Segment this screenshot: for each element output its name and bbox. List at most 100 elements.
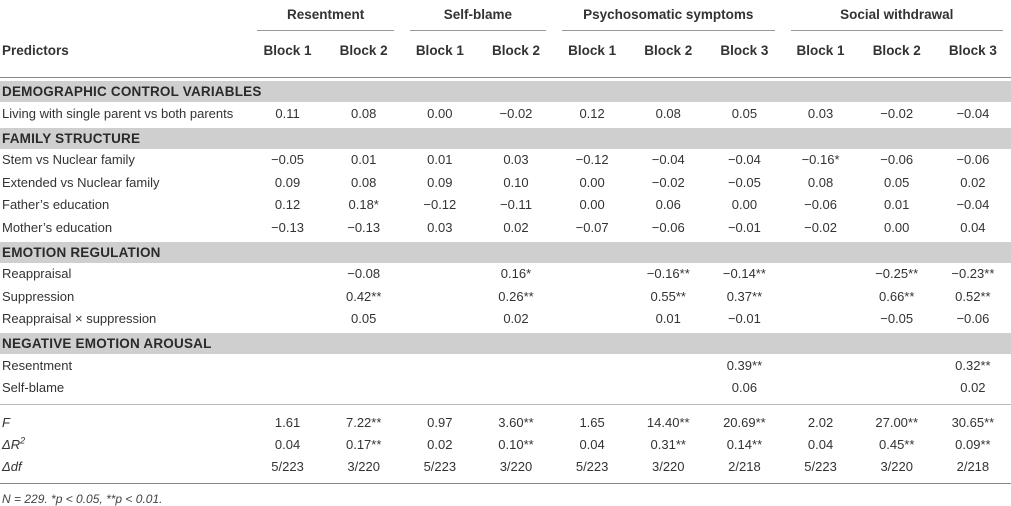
block-header: Block 1 (402, 33, 478, 71)
table-cell: 0.05 (326, 308, 402, 331)
table-cell: −0.11 (478, 194, 554, 217)
table-cell (630, 354, 706, 377)
section-title: FAMILY STRUCTURE (0, 128, 1011, 149)
table-cell: −0.06 (630, 216, 706, 239)
table-cell: 0.04 (554, 433, 630, 455)
table-cell: 0.03 (783, 102, 859, 125)
table-cell: 0.02 (478, 216, 554, 239)
table-cell (478, 354, 554, 377)
section-title: DEMOGRAPHIC CONTROL VARIABLES (0, 81, 1011, 102)
table-cell: 0.45** (859, 433, 935, 455)
table-cell: 0.00 (859, 216, 935, 239)
table-cell: 0.32** (935, 354, 1011, 377)
table-cell: 3/220 (859, 455, 935, 477)
table-cell: 5/223 (402, 455, 478, 477)
block-header: Block 1 (554, 33, 630, 71)
table-cell: 0.04 (249, 433, 325, 455)
table-cell (554, 377, 630, 400)
table-cell (783, 263, 859, 286)
table-cell: −0.23** (935, 263, 1011, 286)
table-cell: −0.06 (859, 149, 935, 172)
table-cell: 0.01 (402, 149, 478, 172)
table-cell: −0.05 (249, 149, 325, 172)
table-cell: 0.66** (859, 285, 935, 308)
group-header-row: Resentment Self-blame Psychosomatic symp… (0, 0, 1011, 33)
predictor-label: Stem vs Nuclear family (0, 149, 249, 172)
table-cell: 3/220 (478, 455, 554, 477)
table-cell: −0.04 (706, 149, 782, 172)
table-footnote: N = 229. *p < 0.05, **p < 0.01. (0, 484, 1011, 506)
block-header: Block 3 (706, 33, 782, 71)
section-header-row: NEGATIVE EMOTION AROUSAL (0, 333, 1011, 354)
table-cell: −0.16* (783, 149, 859, 172)
table-cell: 0.12 (249, 194, 325, 217)
table-cell: 0.02 (935, 171, 1011, 194)
table-cell: −0.14** (706, 263, 782, 286)
table-cell: 0.01 (859, 194, 935, 217)
table-cell: −0.07 (554, 216, 630, 239)
table-cell: 0.05 (859, 171, 935, 194)
table-cell (249, 354, 325, 377)
table-cell: 0.02 (478, 308, 554, 331)
table-cell (402, 263, 478, 286)
table-cell: 0.04 (783, 433, 859, 455)
predictor-label: Extended vs Nuclear family (0, 171, 249, 194)
table-cell: 1.61 (249, 411, 325, 433)
table-cell: 0.10 (478, 171, 554, 194)
table-cell: −0.25** (859, 263, 935, 286)
table-cell: 5/223 (554, 455, 630, 477)
predictor-label: Self-blame (0, 377, 249, 400)
block-header: Block 1 (249, 33, 325, 71)
section-header-row: FAMILY STRUCTURE (0, 128, 1011, 149)
table-cell (554, 308, 630, 331)
stat-label: F (0, 411, 249, 433)
table-cell (326, 377, 402, 400)
section-title: EMOTION REGULATION (0, 242, 1011, 263)
predictor-label: Father’s education (0, 194, 249, 217)
table-cell: 0.00 (402, 102, 478, 125)
table-cell: 0.09 (249, 171, 325, 194)
table-row: Living with single parent vs both parent… (0, 102, 1011, 125)
table-cell: 0.42** (326, 285, 402, 308)
table-cell: −0.16** (630, 263, 706, 286)
predictors-header: Predictors (0, 33, 249, 71)
table-cell: 2/218 (706, 455, 782, 477)
table-cell: −0.01 (706, 216, 782, 239)
block-header: Block 2 (326, 33, 402, 71)
predictor-label: Reappraisal (0, 263, 249, 286)
table-cell (402, 308, 478, 331)
table-cell: 0.55** (630, 285, 706, 308)
table-cell: 0.18* (326, 194, 402, 217)
table-cell: −0.02 (478, 102, 554, 125)
table-cell: 0.08 (630, 102, 706, 125)
table-cell: 30.65** (935, 411, 1011, 433)
table-cell (249, 263, 325, 286)
predictor-label: Suppression (0, 285, 249, 308)
table-cell: −0.05 (859, 308, 935, 331)
table-cell: 7.22** (326, 411, 402, 433)
table-cell (859, 354, 935, 377)
table-cell: 1.65 (554, 411, 630, 433)
table-cell: 27.00** (859, 411, 935, 433)
table-cell: −0.06 (783, 194, 859, 217)
table-cell: −0.02 (630, 171, 706, 194)
section-header-row: DEMOGRAPHIC CONTROL VARIABLES (0, 81, 1011, 102)
section-header-row: EMOTION REGULATION (0, 242, 1011, 263)
table-cell: 2/218 (935, 455, 1011, 477)
table-cell: −0.13 (326, 216, 402, 239)
block-header: Block 2 (859, 33, 935, 71)
table-cell (783, 354, 859, 377)
block-header-row: Predictors Block 1 Block 2 Block 1 Block… (0, 33, 1011, 71)
table-cell: 0.01 (630, 308, 706, 331)
table-cell: 0.02 (935, 377, 1011, 400)
table-cell (554, 263, 630, 286)
predictor-label: Resentment (0, 354, 249, 377)
table-cell: 5/223 (783, 455, 859, 477)
table-cell: 2.02 (783, 411, 859, 433)
table-cell: −0.06 (935, 149, 1011, 172)
table-cell: 20.69** (706, 411, 782, 433)
